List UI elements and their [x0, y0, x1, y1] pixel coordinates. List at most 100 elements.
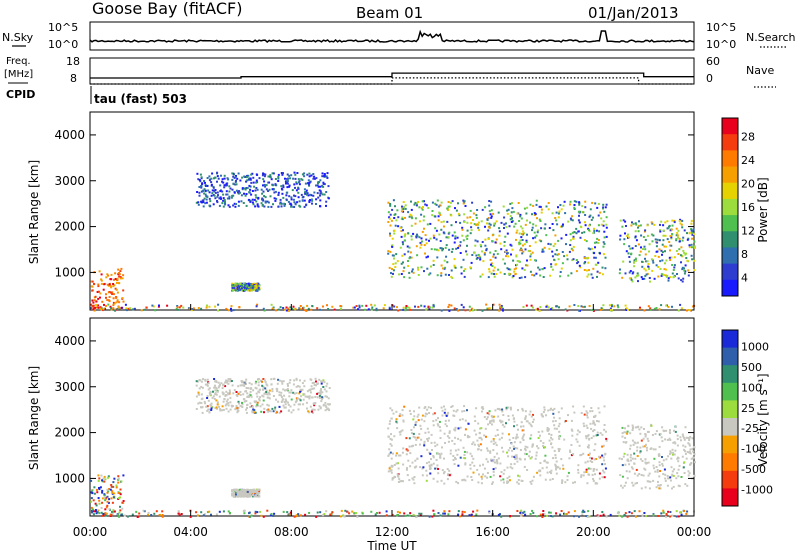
- scatter-cell: [421, 414, 424, 417]
- scatter-cell: [560, 458, 563, 461]
- scatter-cell: [598, 455, 600, 458]
- scatter-cell: [438, 420, 441, 423]
- scatter-cell: [492, 474, 495, 477]
- scatter-cell: [190, 309, 193, 312]
- scatter-cell: [415, 245, 418, 248]
- scatter-cell: [223, 186, 226, 189]
- scatter-cell: [407, 232, 410, 235]
- scatter-cell: [217, 386, 220, 389]
- scatter-cell: [203, 188, 206, 191]
- scatter-cell: [690, 243, 693, 246]
- scatter-cell: [247, 286, 250, 289]
- scatter-cell: [451, 439, 454, 442]
- scatter-cell: [514, 458, 517, 460]
- scatter-cell: [502, 205, 505, 208]
- scatter-cell: [221, 202, 224, 205]
- scatter-cell: [218, 395, 221, 398]
- scatter-cell: [687, 274, 690, 277]
- scatter-cell: [688, 444, 691, 447]
- scatter-cell: [239, 393, 242, 396]
- scatter-cell: [426, 438, 429, 440]
- scatter-cell: [507, 255, 510, 258]
- scatter-cell: [658, 453, 661, 456]
- scatter-cell: [667, 277, 670, 280]
- scatter-cell: [457, 482, 460, 485]
- scatter-cell: [594, 256, 597, 259]
- scatter-cell: [513, 225, 516, 228]
- scatter-cell: [580, 475, 583, 478]
- scatter-cell: [642, 437, 645, 440]
- scatter-cell: [487, 217, 490, 219]
- scatter-cell: [318, 405, 321, 408]
- scatter-cell: [268, 393, 271, 396]
- scatter-cell: [680, 246, 683, 249]
- scatter-cell: [662, 229, 665, 232]
- scatter-cell: [392, 477, 395, 479]
- scatter-cell: [634, 222, 637, 225]
- scatter-cell: [550, 469, 553, 472]
- scatter-cell: [692, 228, 695, 231]
- scatter-cell: [488, 226, 491, 229]
- y-tick-label: 1000: [54, 471, 85, 485]
- scatter-cell: [673, 468, 676, 471]
- scatter-cell: [131, 513, 134, 516]
- scatter-cell: [301, 178, 304, 181]
- scatter-cell: [523, 510, 526, 513]
- noise-tick-bottom-left: 10^0: [48, 38, 78, 51]
- scatter-cell: [573, 231, 576, 234]
- scatter-cell: [688, 443, 691, 446]
- scatter-cell: [257, 288, 260, 291]
- scatter-cell: [319, 308, 321, 311]
- colorbar-tick-label: -500: [741, 463, 766, 476]
- scatter-cell: [479, 436, 482, 439]
- scatter-cell: [640, 276, 643, 279]
- scatter-cell: [573, 411, 576, 414]
- scatter-cell: [270, 178, 273, 181]
- scatter-cell: [313, 191, 316, 194]
- scatter-cell: [500, 306, 503, 309]
- scatter-cell: [498, 408, 501, 411]
- scatter-cell: [513, 462, 516, 465]
- scatter-cell: [351, 510, 354, 513]
- scatter-cell: [605, 515, 608, 518]
- scatter-cell: [211, 189, 214, 192]
- scatter-cell: [271, 307, 274, 310]
- scatter-cell: [603, 210, 606, 213]
- scatter-cell: [324, 404, 327, 407]
- scatter-cell: [505, 255, 507, 258]
- scatter-cell: [493, 222, 496, 225]
- scatter-cell: [272, 188, 275, 191]
- scatter-cell: [195, 380, 198, 383]
- scatter-cell: [195, 395, 198, 398]
- scatter-cell: [459, 456, 462, 459]
- scatter-cell: [448, 231, 451, 234]
- scatter-cell: [573, 208, 576, 210]
- scatter-cell: [523, 433, 526, 436]
- scatter-cell: [501, 420, 504, 423]
- scatter-cell: [475, 513, 478, 516]
- scatter-cell: [196, 191, 199, 193]
- scatter-cell: [402, 308, 405, 311]
- power-y-axis-label: Slant Range [km]: [27, 160, 41, 264]
- scatter-cell: [229, 380, 232, 382]
- scatter-cell: [603, 236, 606, 239]
- scatter-cell: [681, 433, 684, 436]
- scatter-cell: [664, 479, 667, 482]
- scatter-cell: [464, 309, 467, 312]
- scatter-cell: [298, 181, 300, 184]
- scatter-cell: [470, 307, 473, 310]
- scatter-cell: [281, 173, 284, 176]
- scatter-cell: [219, 190, 222, 193]
- scatter-cell: [122, 274, 125, 277]
- scatter-cell: [561, 251, 564, 253]
- scatter-cell: [286, 383, 289, 385]
- scatter-cell: [282, 196, 285, 199]
- scatter-cell: [693, 245, 696, 248]
- scatter-cell: [396, 260, 399, 263]
- scatter-cell: [272, 172, 275, 175]
- scatter-cell: [495, 238, 498, 241]
- scatter-cell: [358, 304, 361, 307]
- scatter-cell: [663, 268, 666, 271]
- scatter-cell: [523, 268, 526, 271]
- scatter-cell: [213, 189, 216, 192]
